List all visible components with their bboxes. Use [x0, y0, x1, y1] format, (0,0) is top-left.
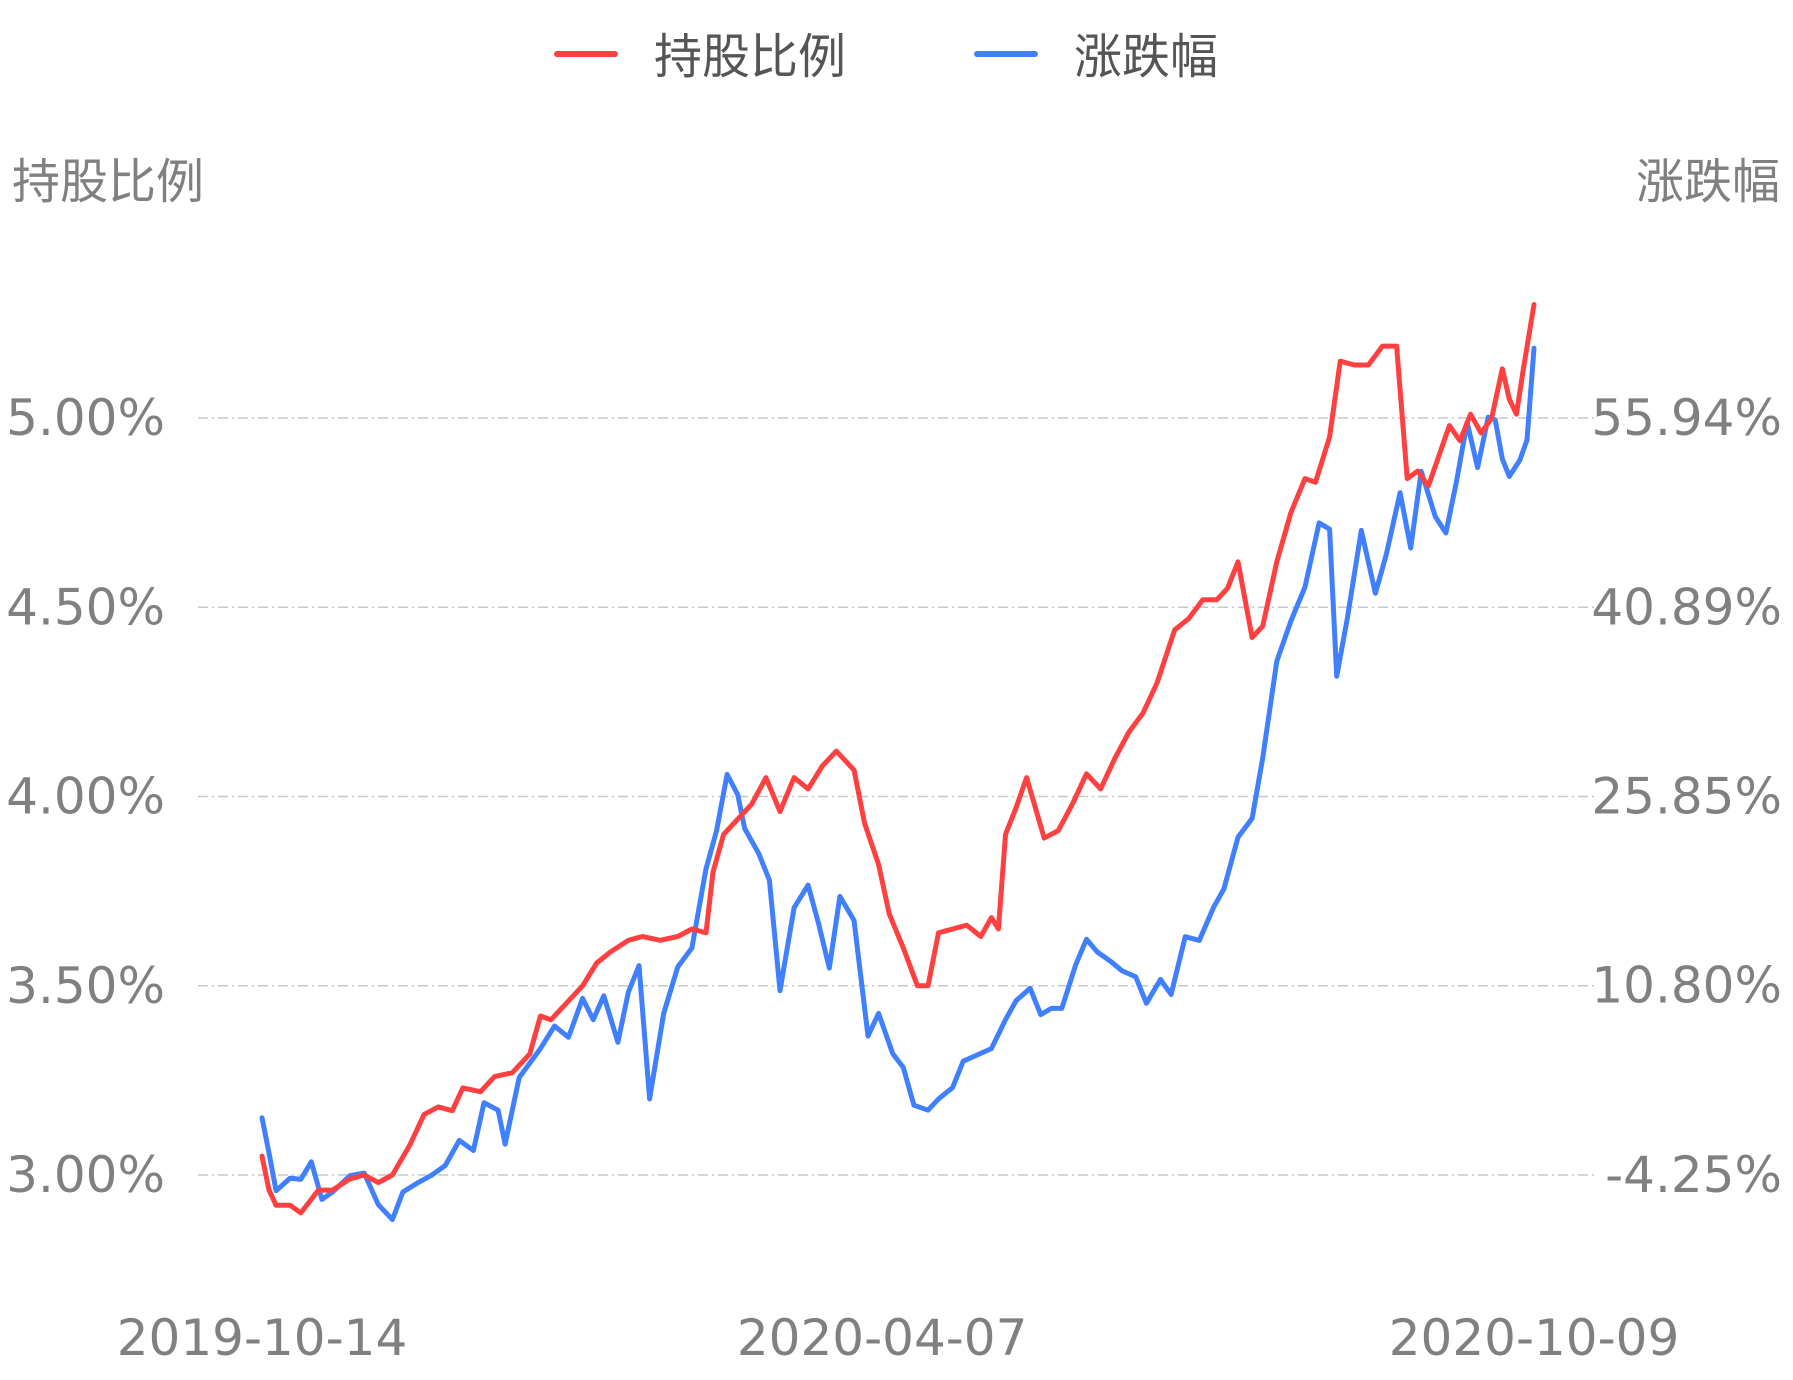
left-axis-ticks: 3.00% 3.50% 4.00% 4.50% 5.00%	[6, 389, 165, 1204]
left-tick-label: 3.00%	[6, 1146, 165, 1204]
right-tick-label: 40.89%	[1591, 578, 1782, 636]
left-axis-title: 持股比例	[12, 154, 204, 210]
right-tick-label: 55.94%	[1591, 389, 1782, 447]
x-tick-label: 2019-10-14	[117, 1309, 408, 1367]
left-tick-label: 4.00%	[6, 768, 165, 826]
series-line-price-change	[259, 345, 1537, 1223]
x-axis-ticks: 2019-10-14 2020-04-07 2020-10-09	[117, 1309, 1680, 1367]
left-tick-label: 4.50%	[6, 578, 165, 636]
series-lines	[259, 302, 1537, 1223]
x-tick-label: 2020-10-09	[1389, 1309, 1680, 1367]
right-axis-ticks: -4.25% 10.80% 25.85% 40.89% 55.94%	[1591, 389, 1782, 1204]
right-tick-label: -4.25%	[1605, 1146, 1782, 1204]
gridlines	[198, 417, 1596, 1176]
right-tick-label: 25.85%	[1591, 767, 1782, 825]
legend-label-holding-ratio: 持股比例	[654, 29, 846, 85]
right-tick-label: 10.80%	[1591, 957, 1782, 1015]
right-axis-title: 涨跌幅	[1636, 154, 1780, 210]
series-line-holding-ratio	[259, 302, 1537, 1216]
left-tick-label: 3.50%	[6, 957, 165, 1015]
left-tick-label: 5.00%	[6, 389, 165, 447]
x-tick-label: 2020-04-07	[737, 1309, 1028, 1367]
legend-label-price-change: 涨跌幅	[1074, 29, 1218, 85]
legend: 持股比例 涨跌幅	[554, 29, 1218, 85]
